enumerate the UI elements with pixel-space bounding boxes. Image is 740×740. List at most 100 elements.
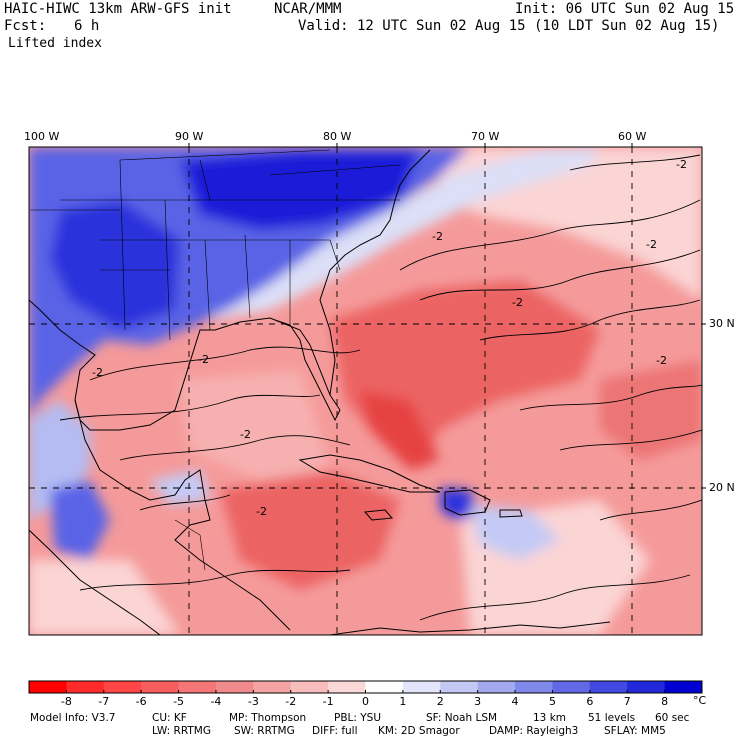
map-frame <box>28 146 703 636</box>
contour-line-2 <box>59 394 321 421</box>
lon-label-80w: 80 W <box>323 130 352 143</box>
footer-resolution: 13 km <box>533 712 567 724</box>
contour-label: -2 <box>646 238 657 251</box>
colorbar-tick-label: -5 <box>173 695 184 708</box>
colorbar-unit: °C <box>693 694 707 707</box>
colorbar-swatch <box>477 681 516 693</box>
valid-time: Valid: 12 UTC Sun 02 Aug 15 (10 LDT Sun … <box>298 18 720 34</box>
colorbar-tick-label: 8 <box>661 695 668 708</box>
colorbar-tick-label: 0 <box>362 695 369 708</box>
footer-km: KM: 2D Smagor <box>378 725 460 737</box>
lat-label-30n: 30 N <box>709 317 735 330</box>
colorbar-swatch <box>365 681 404 693</box>
state-border-3 <box>204 239 211 331</box>
colorbar-swatch <box>178 681 217 693</box>
colorbar-swatch <box>664 681 703 693</box>
contour-label: -2 <box>240 428 251 441</box>
lon-label-60w: 60 W <box>618 130 647 143</box>
colorbar-tick-label: -4 <box>210 695 221 708</box>
colorbar-swatch <box>589 681 628 693</box>
colorbar-swatch <box>66 681 105 693</box>
contour-label: -2 <box>432 230 443 243</box>
footer-diff: DIFF: full <box>312 725 358 737</box>
jamaica-outline <box>363 509 394 521</box>
contour-line-10 <box>79 569 351 591</box>
field-light-blue-sw <box>29 400 90 520</box>
colorbar-swatch <box>440 681 479 693</box>
colorbar-swatch <box>328 681 366 693</box>
colorbar-tick-label: -7 <box>98 695 109 708</box>
field-pale-gulf-east <box>180 370 330 480</box>
lon-label-70w: 70 W <box>471 130 500 143</box>
us-gulf-coastline <box>29 299 341 431</box>
footer-mp: MP: Thompson <box>229 712 307 724</box>
state-border-1 <box>119 159 126 331</box>
colorbar-swatch <box>141 681 180 693</box>
lat-label-20n: 20 N <box>709 481 735 494</box>
contour-label: -2 <box>256 505 267 518</box>
contour-line-1 <box>89 346 361 381</box>
field-red-bahamas <box>360 390 440 470</box>
contour-line-13 <box>569 154 701 171</box>
field-red-east <box>600 360 702 460</box>
organization-label: NCAR/MMM <box>274 1 342 17</box>
contour-line-8 <box>559 429 702 451</box>
field-light-blue-caribbean <box>470 505 560 560</box>
footer-sw: SW: RRTMG <box>234 725 295 737</box>
contour-line-5 <box>419 249 701 301</box>
south-america-coast <box>329 621 611 635</box>
colorbar-tick-label: -2 <box>285 695 296 708</box>
footer-damp: DAMP: Rayleigh3 <box>489 725 579 737</box>
colorbar-tick-label: -1 <box>323 695 334 708</box>
colorbar-tick-label: -8 <box>61 695 72 708</box>
colorbar-tick-label: 7 <box>624 695 631 708</box>
us-east-coastline <box>319 149 431 396</box>
cuba-outline <box>298 454 441 493</box>
colorbar-tick-label: 6 <box>586 695 593 708</box>
contour-label: -2 <box>512 296 523 309</box>
colorbar-tick-label: 1 <box>399 695 406 708</box>
puerto-rico-outline <box>499 509 523 518</box>
colorbar-swatch <box>253 681 292 693</box>
colorbar-tick-label: 3 <box>474 695 481 708</box>
state-border-14 <box>174 519 206 571</box>
contour-label: -2 <box>676 158 687 171</box>
colorbar-swatch <box>103 681 142 693</box>
colorbar-swatch <box>627 681 666 693</box>
colorbar-tick-label: -3 <box>248 695 259 708</box>
footer-levels: 51 levels <box>588 712 636 724</box>
colorbar-tick-label: 2 <box>437 695 444 708</box>
contour-line-6 <box>479 299 701 341</box>
colorbar-swatch <box>215 681 254 693</box>
field-blue-mexico <box>50 480 110 560</box>
colorbar-swatch <box>29 681 67 693</box>
contour-line-12 <box>139 494 231 511</box>
footer-timestep: 60 sec <box>655 712 690 724</box>
state-border-12 <box>329 239 341 271</box>
mexico-coastline <box>74 399 291 631</box>
field-deep-blue-north <box>180 150 420 230</box>
contour-line-11 <box>419 574 691 621</box>
colorbar-swatch <box>552 681 591 693</box>
init-time: Init: 06 UTC Sun 02 Aug 15 <box>515 1 735 17</box>
contour-line-7 <box>519 384 702 411</box>
colorbar-swatch <box>290 681 329 693</box>
footer-lw: LW: RRTMG <box>152 725 211 737</box>
contour-label: -2 <box>656 354 667 367</box>
lon-label-100w: 100 W <box>24 130 60 143</box>
field-red-caribbean <box>220 470 400 590</box>
state-border-10 <box>269 164 401 176</box>
footer-sf: SF: Noah LSM <box>426 712 498 724</box>
field-deep-blue-west <box>50 200 180 330</box>
forecast-label: Fcst: <box>4 18 47 34</box>
contour-line-4 <box>399 199 701 271</box>
contour-label: -2 <box>198 353 209 366</box>
lon-label-90w: 90 W <box>175 130 204 143</box>
state-border-11 <box>199 159 211 201</box>
footer-cu: CU: KF <box>152 712 187 724</box>
colorbar-swatch <box>402 681 441 693</box>
mexico-pacific-coastline <box>29 529 161 635</box>
field-light-blue-band <box>210 147 600 320</box>
